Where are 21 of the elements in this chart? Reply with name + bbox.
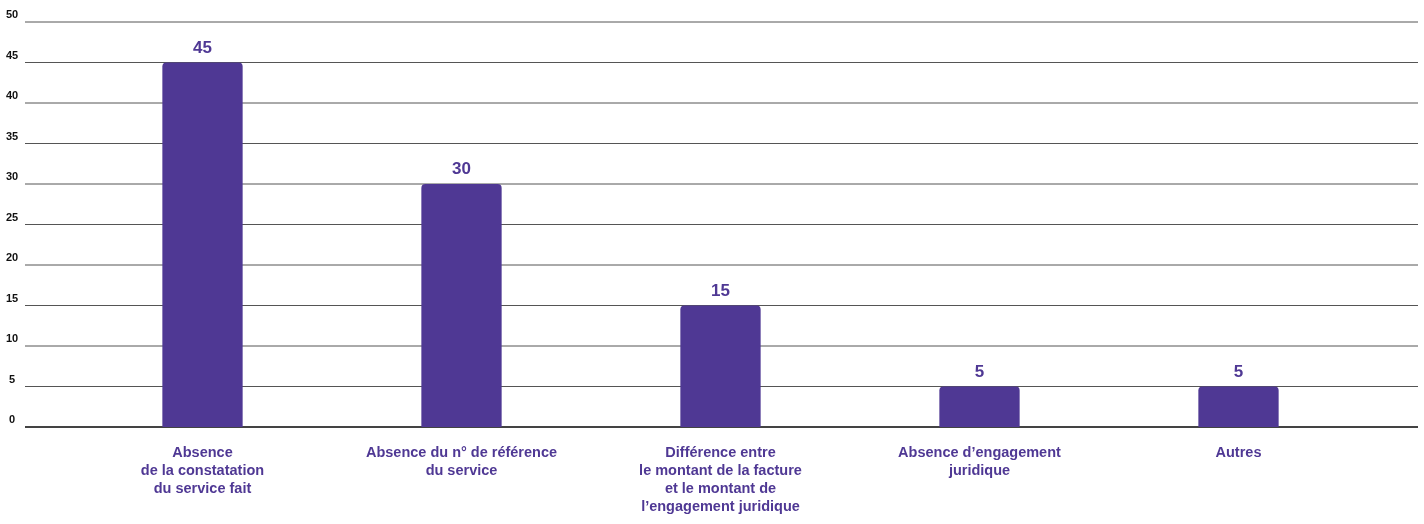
y-tick-label: 0: [8, 413, 16, 425]
y-tick-label: 35: [5, 129, 19, 142]
y-tick-label: 50: [5, 8, 19, 20]
x-tick-label: Autres: [1215, 444, 1262, 460]
x-tick-label: Absence du n° de référence du service: [365, 444, 558, 478]
y-tick-label: 15: [5, 291, 19, 304]
data-label: 15: [711, 280, 730, 300]
data-label: 5: [1233, 361, 1244, 381]
x-tick-label: Différence entre le montant de la facture et le montant de l’engagement juridique: [639, 444, 802, 514]
y-tick-label: 10: [5, 332, 19, 344]
data-label: 30: [452, 159, 471, 178]
y-tick-label: 30: [5, 170, 19, 182]
x-tick-label: Absence d’engagement juridique: [898, 444, 1062, 478]
y-tick-label: 25: [5, 210, 19, 223]
y-tick-label: 45: [5, 48, 19, 61]
y-tick-label: 20: [5, 251, 19, 263]
data-label: 5: [974, 361, 985, 381]
y-tick-label: 5: [8, 372, 16, 385]
x-tick-label: Absence de la constatation du service fait: [140, 444, 265, 496]
data-label: 45: [193, 37, 212, 57]
y-tick-label: 40: [5, 89, 19, 101]
